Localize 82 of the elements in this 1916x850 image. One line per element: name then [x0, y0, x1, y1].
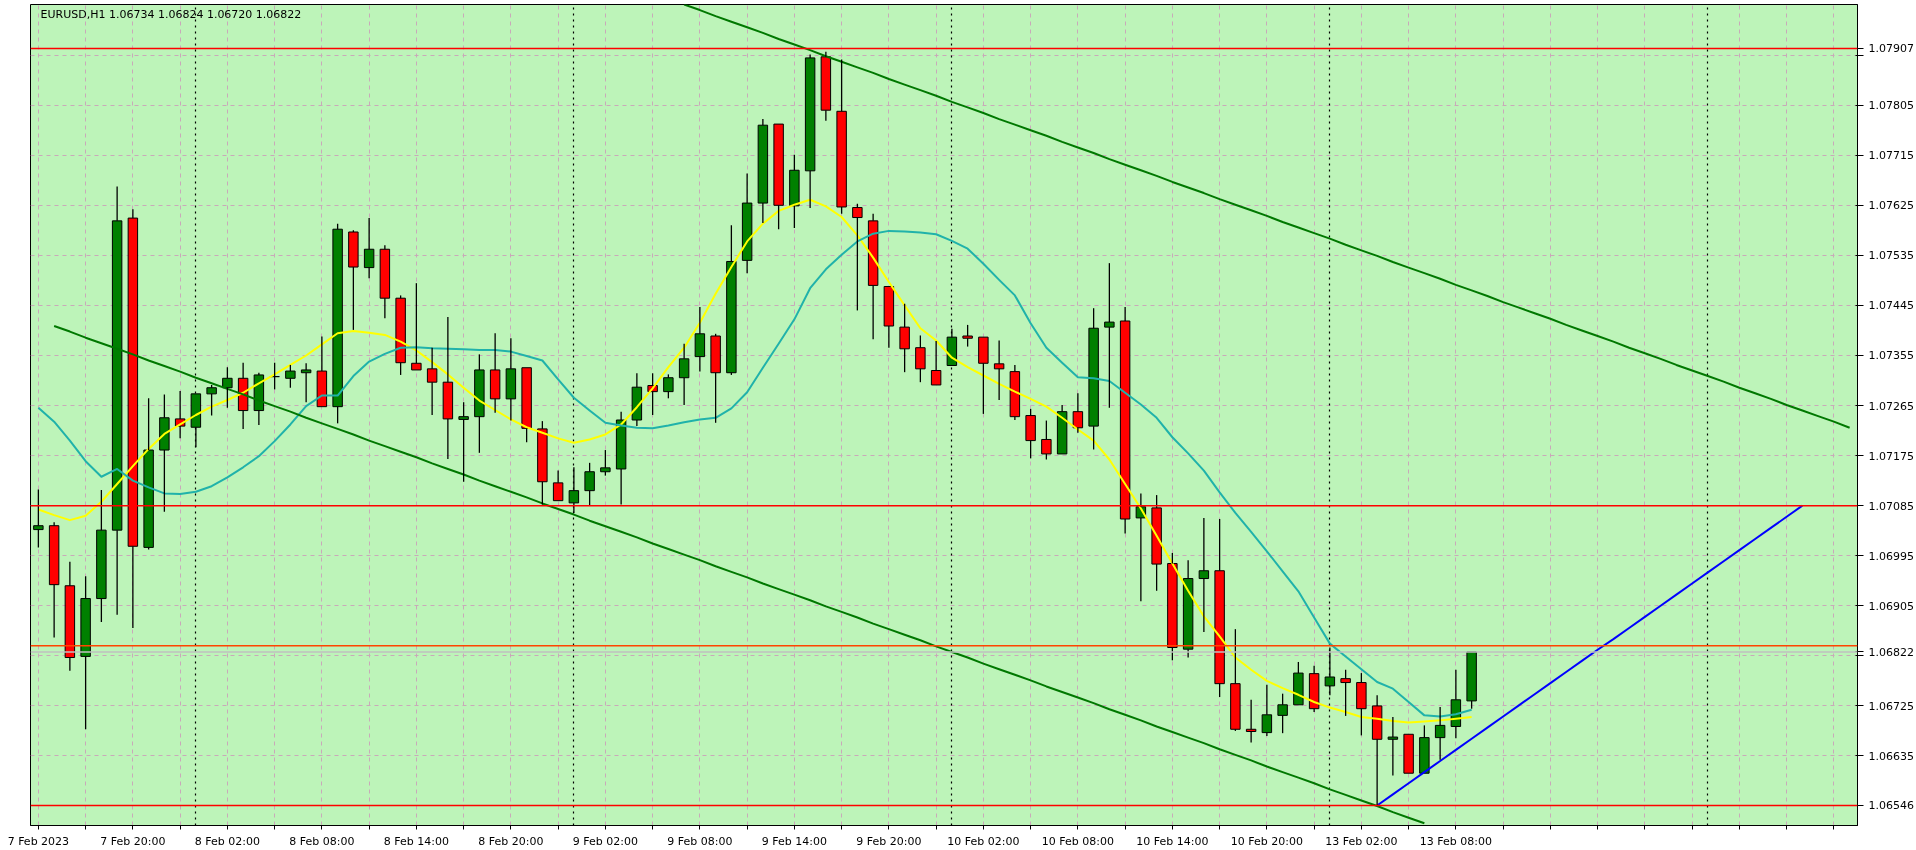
candlestick [96, 489, 107, 623]
y-tick-label: 1.06995 [1868, 549, 1914, 563]
line-series [1376, 504, 1804, 807]
candlestick [489, 332, 501, 414]
candlestick [411, 282, 422, 371]
candlestick [505, 337, 517, 422]
y-tick-label: 1.07175 [1868, 449, 1914, 463]
x-tick-label: 9 Feb 20:00 [856, 834, 922, 848]
x-tick-label: 10 Feb 14:00 [1136, 834, 1209, 848]
candlestick [1403, 733, 1414, 774]
x-tick-label: 9 Feb 02:00 [572, 834, 638, 848]
x-tick-label: 8 Feb 08:00 [289, 834, 355, 848]
candlestick [615, 411, 627, 506]
candlestick [820, 51, 832, 122]
y-tick-label: 1.07355 [1868, 349, 1914, 363]
y-tick-label: 1.06725 [1868, 699, 1914, 713]
candlestick [883, 286, 895, 349]
x-tick-label: 7 Feb 2023 [7, 834, 70, 848]
y-tick-label: 1.07715 [1868, 149, 1914, 163]
x-tick-label: 10 Feb 20:00 [1230, 834, 1303, 848]
candlestick [1088, 307, 1099, 451]
candlestick [1056, 404, 1068, 455]
x-tick-label: 10 Feb 08:00 [1041, 834, 1114, 848]
candlestick [348, 229, 359, 331]
candlestick [552, 469, 564, 502]
candlestick [1198, 517, 1210, 633]
candlestick [773, 123, 784, 230]
candlestick [993, 339, 1005, 401]
x-tick-label: 8 Feb 02:00 [194, 834, 260, 848]
candlestick [1104, 262, 1115, 409]
candlestick [867, 212, 879, 340]
candlestick [1245, 699, 1257, 744]
chart-title: EURUSD,H1 1.06734 1.06824 1.06720 1.06822 [40, 7, 302, 21]
ref-line-label: 1.07907 [1868, 42, 1914, 56]
y-tick-label: 1.06905 [1868, 599, 1914, 613]
x-tick-label: 7 Feb 20:00 [100, 834, 166, 848]
candlestick [1009, 364, 1021, 421]
candlestick [64, 561, 76, 672]
candlestick [930, 340, 942, 386]
candlestick [1387, 716, 1399, 777]
candlestick [1182, 559, 1194, 659]
candlestick [1324, 646, 1336, 696]
y-tick-label: 1.07445 [1868, 299, 1914, 313]
candlestick [678, 343, 690, 406]
y-tick-label: 1.07625 [1868, 199, 1914, 213]
y-tick-label: 1.07265 [1868, 399, 1914, 413]
x-tick-label: 13 Feb 08:00 [1419, 834, 1492, 848]
ref-line-label: 1.07085 [1868, 499, 1914, 513]
y-tick-label: 1.06635 [1868, 749, 1914, 763]
candlestick [1261, 684, 1273, 737]
x-tick-label: 9 Feb 14:00 [761, 834, 827, 848]
candlestick [804, 53, 816, 209]
candlestick [899, 303, 910, 373]
line-series [683, 4, 1851, 429]
y-tick-label: 1.07535 [1868, 249, 1914, 263]
candlestick [48, 521, 60, 639]
candlestick [1072, 392, 1084, 434]
candlestick [978, 336, 989, 415]
candlestick [442, 316, 454, 460]
ref-line-label: 1.06546 [1868, 799, 1914, 813]
candlestick [300, 362, 312, 403]
x-tick-label: 10 Feb 02:00 [947, 834, 1020, 848]
candlestick [568, 466, 580, 514]
candlestick [741, 172, 753, 274]
x-tick-label: 13 Feb 02:00 [1325, 834, 1398, 848]
candlestick [1230, 628, 1241, 732]
x-tick-label: 8 Feb 14:00 [383, 834, 449, 848]
candlestick [159, 393, 170, 513]
candlestick [316, 335, 328, 408]
x-tick-label: 8 Feb 20:00 [478, 834, 544, 848]
candlestick [757, 118, 769, 224]
candlestick [1434, 706, 1446, 761]
ref-line-label: 1.06822 [1868, 645, 1914, 659]
candlestick [1308, 665, 1320, 713]
candlestick [363, 217, 375, 279]
x-tick-label: 9 Feb 08:00 [667, 834, 733, 848]
candlestick [80, 575, 91, 730]
y-tick-label: 1.07805 [1868, 99, 1914, 113]
candlestick [143, 397, 154, 551]
candlestick [379, 244, 391, 319]
candlestick [694, 306, 706, 373]
candlestick [426, 347, 438, 416]
